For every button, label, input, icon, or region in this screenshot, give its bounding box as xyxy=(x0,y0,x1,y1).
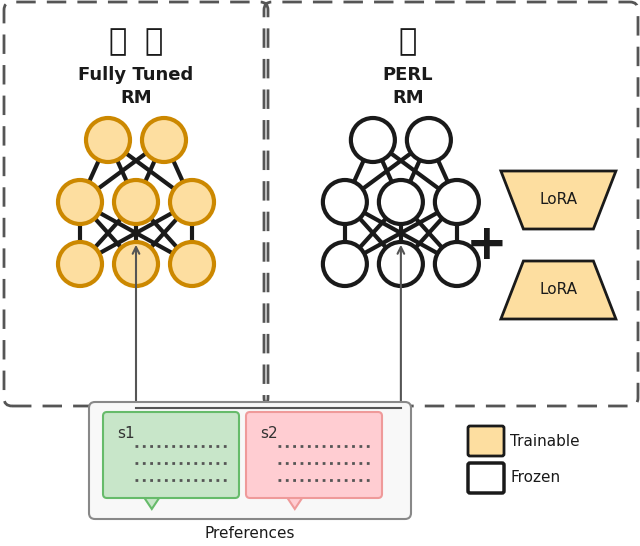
Text: RM: RM xyxy=(120,89,152,107)
Text: Ⓢ: Ⓢ xyxy=(145,27,163,56)
Polygon shape xyxy=(143,493,161,496)
Text: LoRA: LoRA xyxy=(540,193,577,207)
Circle shape xyxy=(407,118,451,162)
FancyBboxPatch shape xyxy=(468,426,504,456)
Circle shape xyxy=(323,242,367,286)
Text: LoRA: LoRA xyxy=(540,282,577,298)
Circle shape xyxy=(435,242,479,286)
Text: Ⓢ: Ⓢ xyxy=(399,27,417,56)
Circle shape xyxy=(58,242,102,286)
FancyBboxPatch shape xyxy=(103,412,239,498)
Polygon shape xyxy=(142,494,162,509)
Circle shape xyxy=(379,242,423,286)
Circle shape xyxy=(351,118,395,162)
FancyBboxPatch shape xyxy=(468,463,504,493)
Polygon shape xyxy=(501,261,616,319)
Circle shape xyxy=(170,242,214,286)
Text: RM: RM xyxy=(392,89,424,107)
Circle shape xyxy=(435,180,479,224)
Text: s1: s1 xyxy=(117,426,134,442)
Circle shape xyxy=(86,118,130,162)
Circle shape xyxy=(58,180,102,224)
Text: Preferences: Preferences xyxy=(205,525,295,541)
Circle shape xyxy=(142,118,186,162)
Circle shape xyxy=(323,180,367,224)
Text: PERL: PERL xyxy=(383,66,433,84)
Text: Trainable: Trainable xyxy=(510,434,580,448)
Polygon shape xyxy=(285,494,305,509)
Polygon shape xyxy=(501,171,616,229)
FancyBboxPatch shape xyxy=(246,412,382,498)
Text: s2: s2 xyxy=(260,426,278,442)
Circle shape xyxy=(170,180,214,224)
Text: +: + xyxy=(466,221,508,269)
Circle shape xyxy=(114,242,158,286)
FancyBboxPatch shape xyxy=(89,402,411,519)
Text: Fully Tuned: Fully Tuned xyxy=(78,66,194,84)
Circle shape xyxy=(379,180,423,224)
Text: Frozen: Frozen xyxy=(510,471,560,485)
Circle shape xyxy=(114,180,158,224)
Text: Ⓢ: Ⓢ xyxy=(109,27,127,56)
Polygon shape xyxy=(286,493,304,496)
